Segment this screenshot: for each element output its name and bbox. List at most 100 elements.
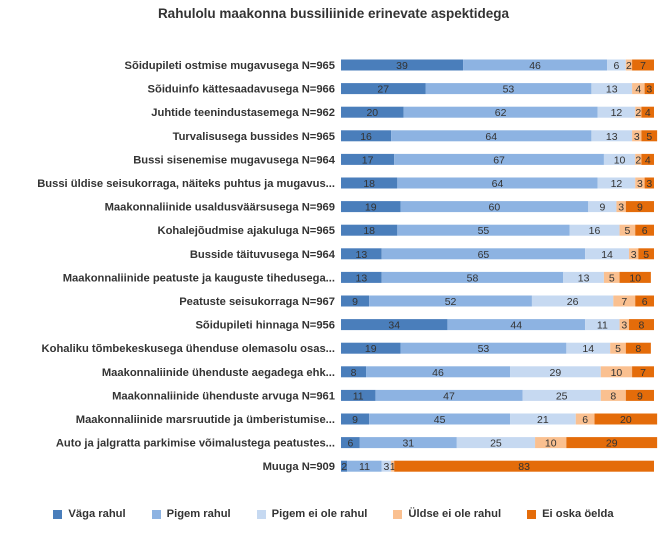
data-label: 3 <box>618 202 624 214</box>
bar-segment <box>341 201 401 213</box>
bar-segment <box>632 130 642 142</box>
bar-segment <box>341 59 464 71</box>
data-label: 64 <box>492 178 504 190</box>
bar-segment <box>600 389 626 401</box>
data-label: 7 <box>640 367 646 379</box>
bar-segment <box>638 248 654 260</box>
data-label: 8 <box>635 343 641 355</box>
data-label: 55 <box>478 225 490 237</box>
legend-swatch <box>151 509 161 519</box>
legend-swatch <box>53 509 63 519</box>
bar-segment <box>607 59 626 71</box>
data-label: 19 <box>365 343 377 355</box>
category-label: Bussi üldise seisukorraga, näiteks puhtu… <box>37 178 335 190</box>
bar-segment <box>463 59 608 71</box>
data-label: 4 <box>635 84 641 96</box>
data-label: 3 <box>621 320 627 332</box>
data-label: 16 <box>360 131 372 143</box>
bar-segment <box>341 389 376 401</box>
bar-segment <box>341 248 382 260</box>
bar-segment <box>400 201 589 213</box>
bar-segment <box>644 177 654 189</box>
bar-segment <box>625 59 633 71</box>
data-label: 6 <box>642 225 648 237</box>
bar-segment <box>628 319 654 331</box>
bar-segment <box>610 342 626 354</box>
data-label: 5 <box>643 249 649 261</box>
legend-swatch <box>393 509 403 519</box>
legend-label: Pigem rahul <box>166 508 231 520</box>
bar-segment <box>391 130 592 142</box>
data-label: 5 <box>609 272 615 284</box>
bar-segment <box>425 83 592 95</box>
category-label: Bussi sisenemise mugavusega N=964 <box>133 154 336 166</box>
bar-segment <box>447 319 586 331</box>
bar-segment <box>341 106 404 118</box>
bar-segment <box>375 389 523 401</box>
data-label: 5 <box>624 225 630 237</box>
data-label: 4 <box>645 154 651 166</box>
bar-segment <box>341 437 360 449</box>
data-label: 17 <box>362 154 374 166</box>
data-label: 64 <box>485 131 497 143</box>
bar-segment <box>510 366 601 378</box>
legend-swatch <box>527 509 537 519</box>
data-label: 12 <box>611 107 623 119</box>
data-label: 19 <box>365 202 377 214</box>
data-label: 3 <box>646 178 652 190</box>
data-label: 34 <box>388 320 400 332</box>
data-label: 58 <box>467 272 479 284</box>
data-label: 12 <box>611 178 623 190</box>
data-label: 9 <box>352 296 358 308</box>
bar-segment <box>359 437 457 449</box>
data-label: 13 <box>606 131 618 143</box>
data-label: 44 <box>510 320 522 332</box>
category-label: Peatuste seisukorraga N=967 <box>179 296 335 308</box>
bar-segment <box>341 83 426 95</box>
bar-segment <box>341 224 398 236</box>
data-label: 29 <box>550 367 562 379</box>
bar-segment <box>632 83 645 95</box>
bar-segment <box>341 271 382 283</box>
data-label: 60 <box>489 202 501 214</box>
data-label: 18 <box>363 225 375 237</box>
bar-segment <box>341 177 398 189</box>
bar-segment <box>403 106 598 118</box>
bar-segment <box>613 295 636 307</box>
legend-item: Väga rahul <box>53 508 126 520</box>
bar-segment <box>591 83 633 95</box>
legend-label: Pigem ei ole rahul <box>271 508 368 520</box>
data-label: 11 <box>597 320 608 332</box>
bar-segment <box>522 389 601 401</box>
data-label: 65 <box>478 249 490 261</box>
data-label: 1 <box>390 461 396 473</box>
bar-segment <box>632 59 654 71</box>
data-label: 25 <box>490 438 502 450</box>
bar-segment <box>625 201 654 213</box>
bar-segment <box>341 319 448 331</box>
bar-segment <box>535 437 567 449</box>
bar-segment <box>563 271 604 283</box>
bar-segment <box>594 413 658 425</box>
legend-swatch <box>256 509 266 519</box>
bar-segment <box>588 201 617 213</box>
data-label: 4 <box>645 107 651 119</box>
legend-label: Väga rahul <box>68 508 126 520</box>
data-label: 13 <box>606 84 618 96</box>
chart-title: Rahulolu maakonna bussiliinide erinevate… <box>157 6 510 21</box>
data-label: 6 <box>347 438 353 450</box>
bar-segment <box>603 271 620 283</box>
data-label: 2 <box>635 107 641 119</box>
data-label: 3 <box>634 131 640 143</box>
data-label: 45 <box>434 414 446 426</box>
category-label: Maakonnaliinide marsruutide ja ümberistu… <box>76 414 335 426</box>
data-label: 6 <box>582 414 588 426</box>
bar-segment <box>641 153 654 165</box>
category-label: Sõiduinfo kättesaadavusega N=966 <box>148 84 335 96</box>
bar-segment <box>619 224 636 236</box>
bar-segment <box>644 83 654 95</box>
category-label: Maakonnaliinide ühenduste arvuga N=961 <box>112 390 335 402</box>
data-label: 26 <box>567 296 579 308</box>
data-label: 3 <box>631 249 637 261</box>
category-label: Sõidupileti ostmise mugavusega N=965 <box>125 60 335 72</box>
